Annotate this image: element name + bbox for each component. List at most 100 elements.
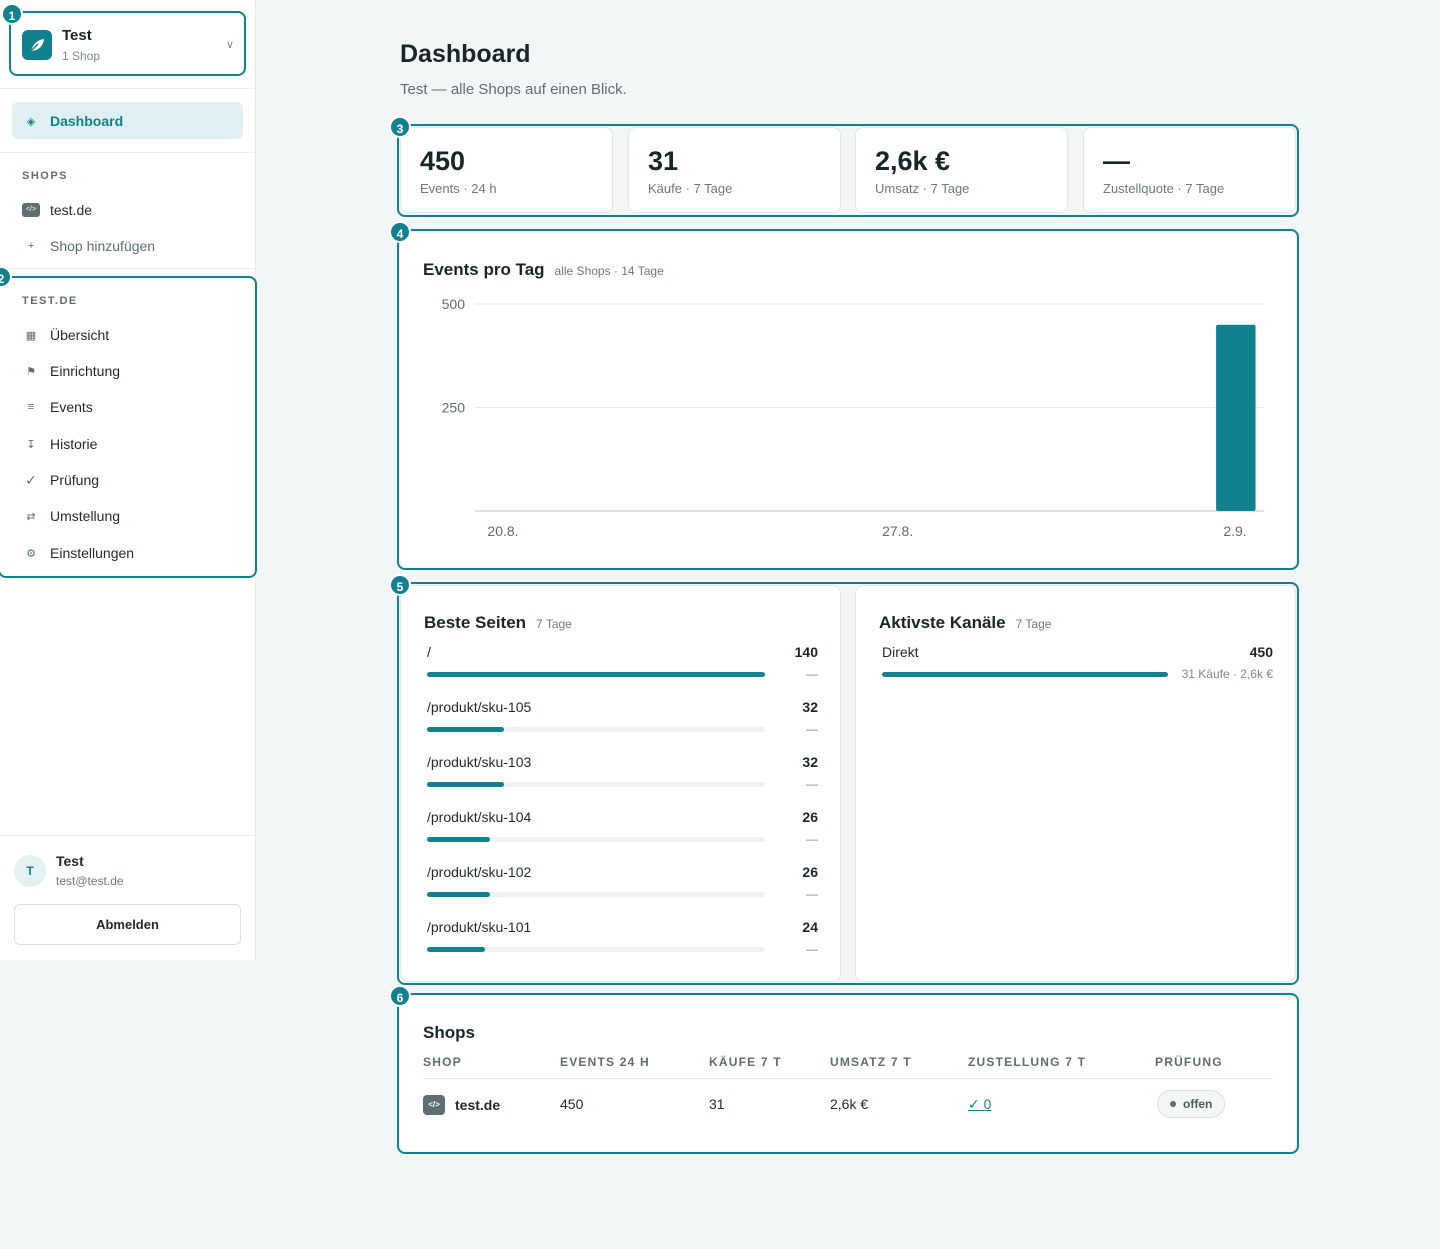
- card-title-text: Beste Seiten: [424, 613, 527, 632]
- table-header: UMSATZ 7 T: [830, 1055, 912, 1069]
- flag-icon: ⚑: [26, 365, 36, 378]
- table-header: ZUSTELLUNG 7 T: [968, 1055, 1087, 1069]
- progress-fill: [427, 672, 765, 677]
- shops-section-label: SHOPS: [22, 170, 69, 182]
- sidebar-item-label: Übersicht: [50, 327, 110, 343]
- list-item-value: 26: [802, 809, 818, 825]
- table-header: EVENTS 24 H: [560, 1055, 650, 1069]
- kpi-card-revenue: 2,6k € Umsatz · 7 Tage: [855, 127, 1068, 213]
- org-shop-count: 1 Shop: [62, 49, 101, 63]
- x-tick-label: 2.9.: [1223, 523, 1246, 539]
- sidebar-item-uebersicht[interactable]: ▦ Übersicht: [22, 324, 109, 346]
- sidebar-item-label: Historie: [50, 436, 98, 452]
- list-item-value: 32: [802, 699, 818, 715]
- list-item-value: 140: [794, 644, 818, 660]
- list-item-label: /produkt/sku-103: [427, 754, 532, 770]
- add-shop-label: Shop hinzufügen: [50, 238, 156, 254]
- code-icon: </>: [22, 203, 40, 217]
- sidebar-item-umstellung[interactable]: ⇄ Umstellung: [22, 505, 120, 527]
- sidebar-item-einrichtung[interactable]: ⚑ Einrichtung: [22, 360, 120, 382]
- grid-icon: ▦: [25, 329, 37, 342]
- table-title: Shops: [423, 1023, 475, 1042]
- kpi-card-purchases: 31 Käufe · 7 Tage: [628, 127, 841, 213]
- list-item-label: Direkt: [882, 644, 919, 660]
- list-item-label: /produkt/sku-105: [427, 699, 532, 715]
- gear-icon: ⚙: [26, 547, 36, 560]
- list-item-label: /produkt/sku-101: [427, 919, 532, 935]
- avatar: T: [14, 855, 46, 887]
- org-switcher[interactable]: Test 1 Shop ∨: [9, 11, 246, 76]
- chart-hint: alle Shops · 14 Tage: [554, 264, 664, 278]
- progress-track: [882, 672, 1168, 677]
- table-cell-shop[interactable]: </> test.de: [423, 1095, 500, 1115]
- card-title: Beste Seiten 7 Tage: [424, 613, 572, 633]
- sidebar-item-label: Events: [50, 399, 93, 415]
- kpi-section: [397, 124, 1299, 217]
- progress-track: [427, 727, 765, 732]
- progress-track: [427, 782, 765, 787]
- progress-track: [427, 892, 765, 897]
- kpi-card-events: 450 Events · 24 h: [400, 127, 613, 213]
- sidebar-item-label: Einstellungen: [50, 545, 135, 561]
- progress-fill: [427, 782, 504, 787]
- x-tick-label: 20.8.: [487, 523, 518, 539]
- shops-table-card: Shops SHOP EVENTS 24 H KÄUFE 7 T UMSATZ …: [400, 996, 1296, 1151]
- progress-track: [427, 837, 765, 842]
- kpi-card-delivery: — Zustellquote · 7 Tage: [1083, 127, 1296, 213]
- list-icon: ≡: [27, 401, 35, 413]
- chart-bar: [1216, 324, 1256, 511]
- page-subtitle: Test — alle Shops auf einen Blick.: [400, 81, 627, 98]
- annotation-badge: 3: [389, 116, 411, 138]
- page-title: Dashboard: [400, 40, 531, 68]
- status-badge[interactable]: offen: [1157, 1090, 1226, 1118]
- org-name: Test: [62, 27, 92, 44]
- list-item-label: /: [427, 644, 431, 660]
- list-item-sub: —: [806, 667, 818, 681]
- kpi-value: —: [1103, 146, 1130, 176]
- swap-icon: ⇄: [26, 510, 36, 523]
- sidebar-item-label: Einrichtung: [50, 363, 121, 379]
- shop-group-label: TEST.DE: [22, 295, 78, 307]
- sidebar-item-einstellungen[interactable]: ⚙ Einstellungen: [22, 542, 134, 564]
- table-cell-delivery-link[interactable]: ✓ 0: [968, 1096, 992, 1112]
- sidebar-item-events[interactable]: ≡ Events: [22, 396, 93, 418]
- table-cell-events: 450: [560, 1096, 584, 1112]
- table-cell-revenue: 2,6k €: [830, 1096, 869, 1112]
- leaf-icon: [30, 39, 44, 52]
- divider: [0, 268, 256, 269]
- table-header: SHOP: [423, 1055, 462, 1069]
- list-item-label: /produkt/sku-104: [427, 809, 532, 825]
- plus-icon: +: [27, 240, 35, 252]
- list-item-sub: —: [806, 777, 818, 791]
- progress-fill: [882, 672, 1168, 677]
- table-cell-purchases: 31: [709, 1096, 725, 1112]
- sidebar-item-label: Umstellung: [50, 508, 121, 524]
- chart-title-text: Events pro Tag: [423, 260, 545, 279]
- sidebar-item-shop-test-de[interactable]: </> test.de: [22, 199, 92, 221]
- nav-dashboard[interactable]: ◈ Dashboard: [12, 102, 243, 139]
- highlight-shop-group: [0, 276, 257, 578]
- top-pages-card: Beste Seiten 7 Tage / 140 — /produkt/sku-105…: [400, 585, 841, 982]
- y-tick-label: 250: [442, 400, 466, 416]
- sidebar-item-pruefung[interactable]: ✓ Prüfung: [22, 469, 99, 491]
- card-hint: 7 Tage: [536, 617, 572, 631]
- top-lists-section: [397, 582, 1299, 985]
- shops-table-section: [397, 993, 1299, 1154]
- progress-track: [427, 672, 765, 677]
- progress-fill: [427, 892, 490, 897]
- kpi-label: Umsatz · 7 Tage: [875, 181, 970, 196]
- highlight-org: [9, 11, 246, 76]
- events-bar-chart: 500 250 20.8. 27.8. 2.9.: [442, 296, 1264, 539]
- user-email: test@test.de: [56, 874, 124, 888]
- list-item-value: 24: [802, 919, 818, 935]
- top-channels-card: Aktivste Kanäle 7 Tage Direkt 450 31 Käufe …: [855, 585, 1296, 982]
- list-item-value: 26: [802, 864, 818, 880]
- kpi-label: Events · 24 h: [420, 181, 497, 196]
- card-title-text: Aktivste Kanäle: [879, 613, 1006, 632]
- list-item-sub: —: [806, 942, 818, 956]
- events-chart-section: [397, 229, 1299, 570]
- add-shop-button[interactable]: + Shop hinzufügen: [22, 235, 155, 257]
- logout-button[interactable]: Abmelden: [14, 904, 241, 945]
- sidebar-item-historie[interactable]: ↧ Historie: [22, 433, 97, 455]
- annotation-badge: 5: [389, 574, 411, 596]
